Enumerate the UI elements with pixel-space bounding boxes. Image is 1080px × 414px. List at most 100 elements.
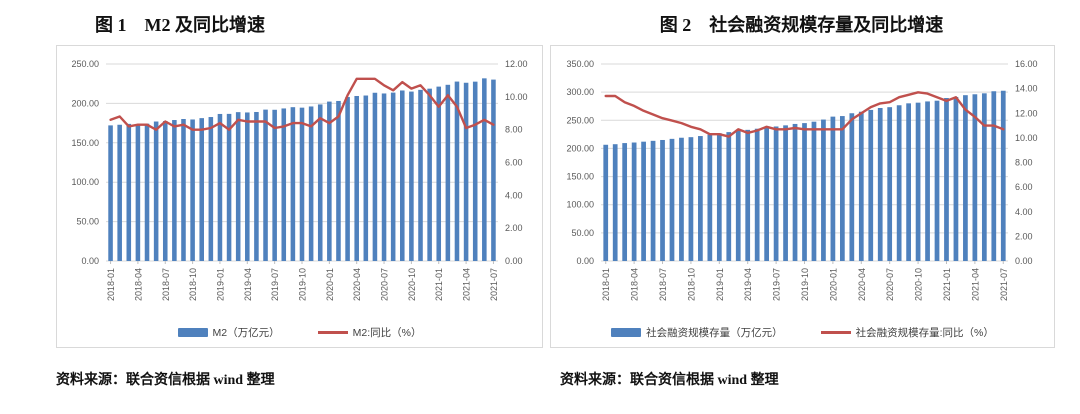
x-axis-tick-label: 2021-04 — [462, 268, 472, 301]
social-financing-chart-svg: 0.00 50.00 100.00 150.00 200.00 250.00 300.00 3… — [566, 59, 1038, 301]
line-swatch-icon — [820, 331, 851, 334]
y-axis-right-tick-label: 2.00 — [1015, 231, 1033, 241]
m2-bar — [135, 124, 141, 262]
m2-bar — [226, 113, 232, 261]
afre-bar — [660, 139, 665, 261]
x-axis-tick-label: 2020-07 — [885, 268, 895, 301]
afre-bar — [839, 116, 845, 261]
m2-bar — [190, 119, 195, 262]
afre-bar — [972, 94, 978, 262]
m2-bar — [491, 79, 496, 261]
x-axis-tick-label: 2019-07 — [270, 268, 280, 301]
afre-bar — [631, 142, 637, 261]
y-axis-left-tick-label: 0.00 — [576, 256, 594, 266]
legend-line-label: 社会融资规模存量:同比（%） — [855, 327, 994, 339]
m2-bar — [372, 92, 378, 262]
x-axis-tick-label: 2019-04 — [243, 268, 253, 301]
afre-bar — [896, 105, 902, 261]
x-axis-tick-label: 2019-10 — [800, 268, 810, 301]
y-axis-right-tick-label: 10.00 — [505, 92, 528, 102]
afre-bar — [887, 107, 893, 261]
legend-item-m2-yoy: M2:同比（%） — [317, 325, 421, 340]
legend-item-m2: M2（万亿元） — [177, 325, 280, 340]
x-axis-tick-label: 2018-10 — [686, 268, 696, 301]
x-axis-tick-label: 2020-10 — [914, 268, 924, 301]
m2-bar — [126, 123, 132, 261]
y-axis-right-tick-label: 0.00 — [505, 256, 523, 266]
m2-bar — [327, 101, 332, 261]
figure2-source: 资料来源：联合资信根据 wind 整理 — [560, 373, 779, 388]
m2-bar — [336, 100, 341, 261]
afre-bar — [963, 95, 968, 261]
m2-bar — [354, 95, 359, 261]
m2-bar — [108, 125, 113, 262]
afre-bar — [915, 102, 921, 261]
x-axis-tick-label: 2019-07 — [772, 268, 782, 301]
x-axis-tick-label: 2020-07 — [380, 268, 390, 301]
y-axis-left-tick-label: 150.00 — [71, 138, 99, 148]
m2-bar — [436, 86, 442, 261]
y-axis-left-tick-label: 250.00 — [566, 115, 594, 125]
x-axis-tick-label: 2021-07 — [999, 268, 1009, 301]
afre-bar — [868, 109, 874, 261]
x-axis-tick-label: 2021-07 — [489, 268, 499, 301]
afre-bar — [991, 91, 997, 262]
afre-bar — [745, 129, 751, 261]
afre-bar — [821, 119, 826, 261]
m2-bar — [299, 107, 305, 261]
y-axis-right-tick-label: 12.00 — [505, 59, 528, 69]
figure1-source: 资料来源：联合资信根据 wind 整理 — [56, 373, 275, 388]
m2-bar — [400, 90, 405, 261]
x-axis-tick-label: 2020-01 — [828, 268, 838, 301]
afre-bar — [650, 140, 656, 261]
afre-bar — [735, 130, 741, 261]
x-axis-tick-label: 2018-01 — [106, 268, 116, 301]
afre-bar — [783, 125, 788, 261]
afre-bar — [698, 136, 703, 261]
legend-item-afre-yoy: 社会融资规模存量:同比（%） — [820, 325, 994, 340]
afre-bar — [669, 138, 675, 261]
afre-bar — [688, 137, 694, 261]
m2-bar — [263, 109, 268, 261]
m2-bar — [217, 113, 223, 261]
legend-bar-label: M2（万亿元） — [212, 327, 280, 339]
figure2-chart-area: 0.00 50.00 100.00 150.00 200.00 250.00 300.00 3… — [550, 45, 1055, 348]
y-axis-right-tick-label: 6.00 — [1015, 182, 1033, 192]
x-axis-tick-label: 2018-10 — [188, 268, 198, 301]
afre-bar — [641, 141, 646, 261]
m2-bar — [317, 104, 323, 261]
m2-bar — [272, 109, 277, 261]
afre-bar — [953, 96, 959, 261]
afre-bar — [925, 101, 930, 262]
x-axis-tick-label: 2018-07 — [658, 268, 668, 301]
x-axis-tick-label: 2018-04 — [133, 268, 143, 301]
afre-bar — [754, 128, 760, 261]
y-axis-left-tick-label: 200.00 — [566, 143, 594, 153]
afre-bar — [773, 126, 779, 261]
y-axis-left-tick-label: 200.00 — [71, 98, 99, 108]
y-axis-left-tick-label: 100.00 — [566, 200, 594, 210]
y-axis-right-tick-label: 2.00 — [505, 223, 523, 233]
afre-bar — [858, 111, 864, 261]
bar-swatch-icon — [177, 328, 208, 337]
afre-bar — [612, 144, 618, 261]
m2-bar — [463, 82, 469, 261]
y-axis-left-tick-label: 50.00 — [76, 217, 99, 227]
m2-bar — [254, 111, 259, 261]
m2-bar — [199, 118, 204, 262]
afre-bar — [906, 103, 911, 261]
m2-bar — [245, 112, 250, 261]
m2-bar — [445, 84, 451, 262]
y-axis-right-tick-label: 16.00 — [1015, 59, 1038, 69]
y-axis-left-tick-label: 50.00 — [571, 228, 594, 238]
m2-bar — [308, 106, 314, 261]
line-swatch-icon — [317, 331, 348, 334]
m2-bar — [153, 121, 159, 261]
x-axis-tick-label: 2021-01 — [434, 268, 444, 301]
legend-item-afre: 社会融资规模存量（万亿元） — [611, 325, 783, 340]
m2-bar — [482, 78, 487, 261]
x-axis-tick-label: 2018-07 — [161, 268, 171, 301]
x-axis-tick-label: 2018-01 — [601, 268, 611, 301]
m2-bar — [181, 119, 186, 261]
